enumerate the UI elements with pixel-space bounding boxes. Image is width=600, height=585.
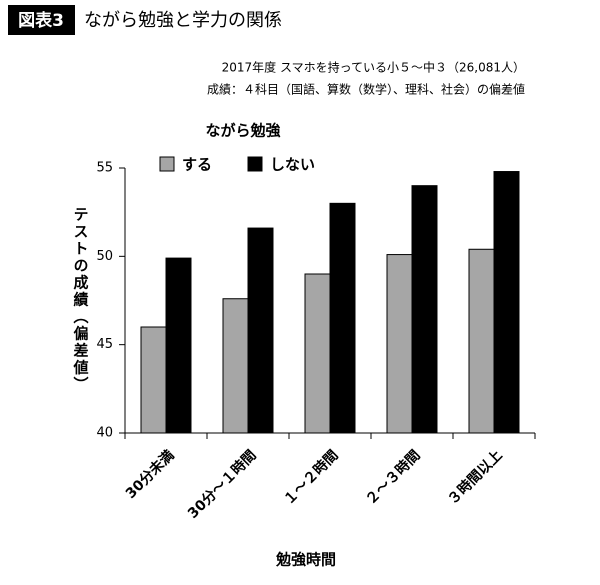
x-tick-label: 30分～１時間 (184, 447, 259, 522)
subtitle: 成績：４科目（国語、算数（数学）、理科、社会）の偏差値 (207, 82, 525, 97)
bar (304, 273, 331, 434)
label-box (8, 5, 75, 35)
legend-title: ながら勉強 (205, 122, 280, 140)
bar (468, 248, 495, 434)
legend-swatch (247, 156, 263, 172)
x-tick-label: ３時間以上 (444, 447, 506, 509)
x-axis-title: 勉強時間 (275, 551, 336, 569)
bar (411, 185, 438, 434)
bar (329, 202, 356, 434)
x-tick-label: ２～３時間 (362, 447, 424, 509)
y-tick-label: 50 (96, 249, 113, 264)
subtitle: 2017年度 スマホを持っている小５～中３（26,081人） (222, 60, 525, 75)
chart-title: ながら勉強と学力の関係 (84, 10, 282, 31)
legend-label: しない (270, 156, 315, 174)
legend-swatch (159, 156, 175, 172)
bar (222, 298, 249, 434)
y-tick-label: 40 (96, 426, 113, 441)
bar (165, 257, 192, 434)
bar (140, 326, 167, 434)
bar (493, 171, 520, 434)
y-tick-label: 45 (96, 337, 113, 352)
legend-label: する (182, 156, 212, 174)
figure-label: 図表3 (18, 10, 64, 31)
bar (386, 254, 413, 434)
x-tick-label: １～２時間 (280, 447, 342, 509)
bar (247, 227, 274, 434)
y-tick-label: 55 (96, 161, 113, 176)
x-tick-label: 30分未満 (122, 447, 177, 502)
y-axis-title: テストの成績（偏差値） (72, 207, 90, 394)
